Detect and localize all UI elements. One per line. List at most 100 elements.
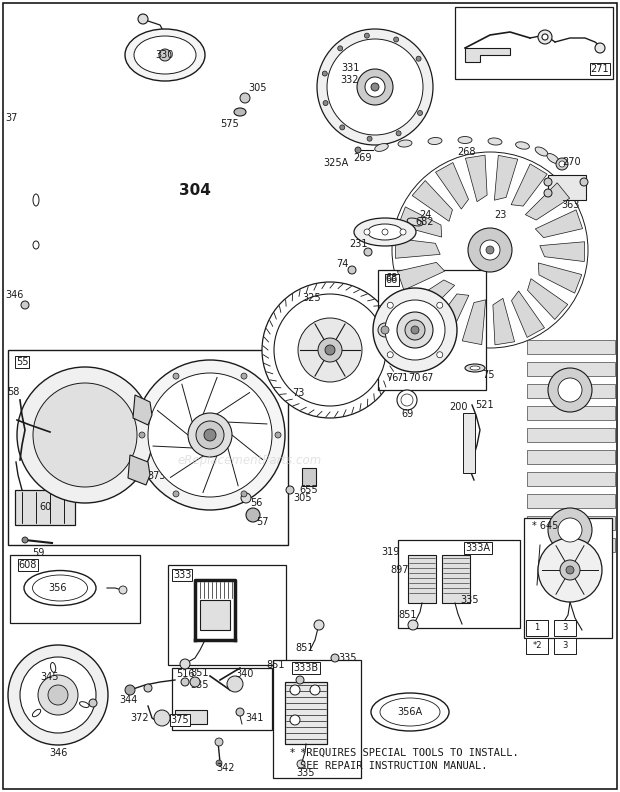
Bar: [527, 428, 615, 442]
Circle shape: [327, 39, 423, 135]
Circle shape: [364, 248, 372, 256]
Text: 75: 75: [482, 370, 494, 380]
Circle shape: [314, 620, 324, 630]
Bar: [554, 638, 576, 654]
Circle shape: [340, 125, 345, 130]
Ellipse shape: [125, 29, 205, 81]
Text: 575: 575: [221, 119, 239, 129]
Bar: [527, 494, 615, 508]
Ellipse shape: [428, 138, 442, 144]
Ellipse shape: [488, 138, 502, 145]
Ellipse shape: [50, 662, 56, 672]
Circle shape: [556, 158, 568, 170]
Ellipse shape: [374, 143, 388, 151]
Circle shape: [298, 318, 362, 382]
Circle shape: [385, 300, 445, 360]
Polygon shape: [493, 299, 515, 345]
Bar: [442, 555, 470, 603]
Polygon shape: [133, 395, 152, 425]
Ellipse shape: [32, 575, 87, 601]
Text: * 645: * 645: [532, 521, 558, 531]
Circle shape: [396, 131, 401, 136]
Circle shape: [190, 677, 200, 687]
Circle shape: [172, 455, 178, 461]
Bar: [526, 620, 548, 636]
Bar: [527, 406, 615, 420]
Circle shape: [542, 34, 548, 40]
Circle shape: [216, 760, 222, 766]
Ellipse shape: [470, 366, 480, 370]
Circle shape: [236, 708, 244, 716]
Polygon shape: [538, 263, 582, 293]
Polygon shape: [524, 330, 615, 588]
Text: 23: 23: [494, 210, 506, 220]
Ellipse shape: [33, 241, 39, 249]
Circle shape: [538, 30, 552, 44]
Circle shape: [408, 620, 418, 630]
Ellipse shape: [380, 698, 440, 726]
Circle shape: [365, 77, 385, 97]
Circle shape: [322, 71, 327, 76]
Ellipse shape: [368, 224, 402, 240]
Circle shape: [173, 373, 179, 379]
Text: 332: 332: [341, 75, 359, 85]
Circle shape: [275, 432, 281, 438]
Text: 335: 335: [339, 653, 357, 663]
Text: 3: 3: [562, 623, 568, 633]
Text: 335: 335: [297, 768, 315, 778]
Circle shape: [138, 14, 148, 24]
Text: 341: 341: [246, 713, 264, 723]
Ellipse shape: [371, 693, 449, 731]
Bar: [463, 413, 475, 473]
Circle shape: [378, 323, 392, 337]
Circle shape: [559, 161, 565, 167]
Text: 305: 305: [249, 83, 267, 93]
Circle shape: [417, 111, 423, 116]
Bar: [527, 516, 615, 530]
Circle shape: [331, 654, 339, 662]
Bar: [455, 7, 613, 79]
Circle shape: [401, 394, 413, 406]
Circle shape: [241, 493, 251, 503]
Text: 56: 56: [250, 498, 262, 508]
Circle shape: [371, 83, 379, 91]
Circle shape: [325, 345, 335, 355]
Text: 356A: 356A: [397, 707, 423, 717]
Circle shape: [297, 760, 305, 768]
Text: 3: 3: [562, 642, 568, 650]
Circle shape: [480, 240, 500, 260]
Text: 333: 333: [173, 570, 191, 580]
Text: SEE REPAIR INSTRUCTION MANUAL.: SEE REPAIR INSTRUCTION MANUAL.: [300, 761, 487, 771]
Polygon shape: [435, 162, 469, 209]
Text: 335: 335: [191, 680, 210, 690]
Circle shape: [558, 378, 582, 402]
Circle shape: [173, 491, 179, 497]
Circle shape: [436, 303, 443, 308]
Text: 269: 269: [354, 153, 372, 163]
Circle shape: [17, 367, 153, 503]
Text: 346: 346: [5, 290, 23, 300]
Bar: [527, 538, 615, 552]
Text: 74: 74: [336, 259, 348, 269]
Bar: [526, 638, 548, 654]
Bar: [524, 518, 612, 638]
Circle shape: [558, 518, 582, 542]
Circle shape: [8, 645, 108, 745]
Text: 655: 655: [299, 485, 318, 495]
Circle shape: [215, 738, 223, 746]
Circle shape: [286, 486, 294, 494]
Circle shape: [290, 715, 300, 725]
Circle shape: [181, 678, 189, 686]
Polygon shape: [466, 155, 487, 202]
Text: 344: 344: [119, 695, 137, 705]
Circle shape: [274, 294, 386, 406]
Circle shape: [20, 657, 96, 733]
Text: 333A: 333A: [466, 543, 490, 553]
Circle shape: [318, 338, 342, 362]
Text: *REQUIRES SPECIAL TOOLS TO INSTALL.: *REQUIRES SPECIAL TOOLS TO INSTALL.: [300, 748, 519, 758]
Circle shape: [544, 189, 552, 197]
Text: 59: 59: [32, 548, 44, 558]
Text: 71: 71: [396, 373, 408, 383]
Text: 333B: 333B: [293, 663, 319, 673]
Circle shape: [373, 288, 457, 372]
